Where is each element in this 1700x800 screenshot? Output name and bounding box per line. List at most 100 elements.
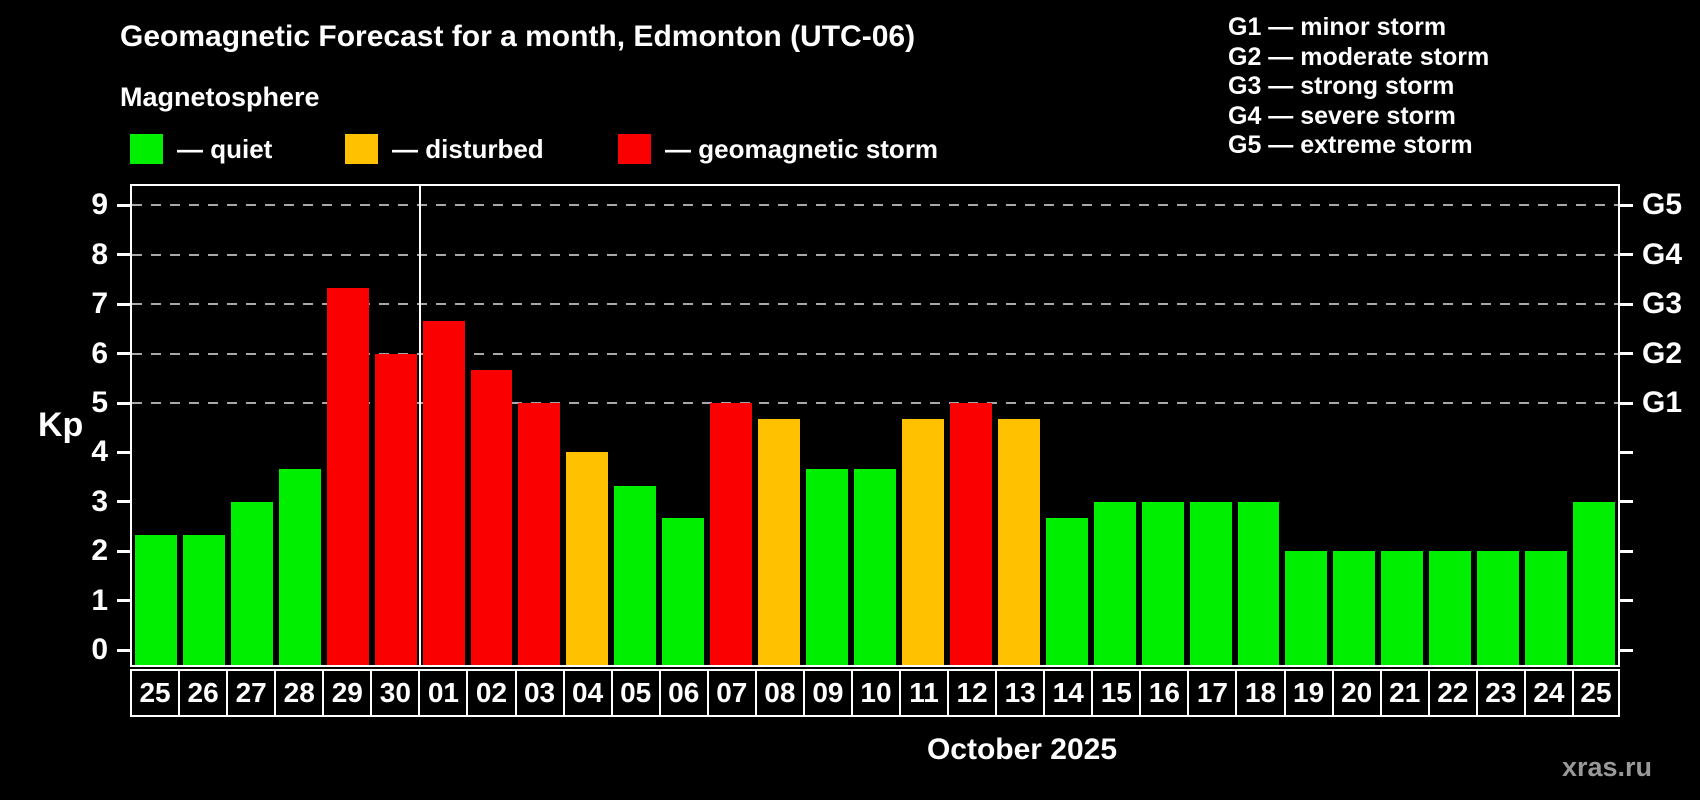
bar-4-day-29 [326,287,369,665]
y-tick-left-4 [117,450,130,454]
y-tick-right-6 [1620,352,1633,356]
bar-8-day-03 [518,403,561,665]
day-cell-7-02: 02 [466,669,517,717]
g-level-label-G4: G4 [1642,237,1683,271]
day-cell-11-06: 06 [658,669,709,717]
bar-16-day-11 [901,419,944,665]
bar-17-day-12 [949,403,992,665]
g-scale-legend-line: G3 — strong storm [1228,72,1455,100]
y-tick-label-3: 3 [91,484,108,518]
day-cell-18-13: 13 [995,669,1046,717]
bar-18-day-13 [997,419,1040,665]
bar-24-day-19 [1285,551,1328,665]
bar-30-day-25 [1573,501,1615,665]
y-tick-right-8 [1620,253,1633,257]
legend-label: — quiet [177,133,273,164]
plot-area [130,184,1620,667]
y-tick-right-2 [1620,549,1633,553]
y-tick-left-6 [117,352,130,356]
y-tick-label-0: 0 [91,633,108,666]
gridline-kp5 [132,402,1618,404]
y-tick-label-8: 8 [91,237,108,271]
bar-10-day-05 [614,485,657,665]
day-cell-3-28: 28 [274,669,325,717]
bar-20-day-15 [1093,501,1136,665]
y-tick-right-3 [1620,500,1633,504]
day-cell-15-10: 10 [850,669,902,717]
x-axis-title: October 2025 [926,733,1118,766]
g-level-label-G3: G3 [1642,287,1683,321]
bar-1-day-26 [182,534,225,665]
bar-6-day-01 [422,320,465,665]
y-tick-label-5: 5 [91,386,108,419]
gridline-kp8 [132,253,1618,256]
bar-3-day-28 [278,468,321,665]
y-tick-label-9: 9 [91,188,108,222]
bar-11-day-06 [662,518,705,665]
day-cell-10-05: 05 [610,669,661,717]
day-cell-30-25: 25 [1571,669,1620,717]
day-cell-1-26: 26 [178,669,229,717]
y-tick-left-7 [117,302,130,306]
bar-21-day-16 [1141,501,1184,665]
disturbed-color-swatch [345,134,378,164]
legend-item-storm: — geomagnetic storm [618,133,938,165]
g-level-label-G2: G2 [1642,336,1683,370]
day-cell-0-25: 25 [130,669,181,717]
gridline-kp7 [132,303,1618,306]
day-cell-23-18: 18 [1235,669,1286,717]
bar-25-day-20 [1333,551,1376,665]
watermark: xras.ru [1561,752,1652,782]
bar-19-day-14 [1045,518,1088,665]
y-tick-label-4: 4 [91,435,108,469]
bar-13-day-08 [758,419,801,665]
legend-item-disturbed: — disturbed [345,133,544,165]
y-tick-right-0 [1620,648,1633,652]
day-cell-27-22: 22 [1427,669,1478,717]
y-tick-left-8 [117,253,130,257]
g-level-label-G1: G1 [1642,386,1683,419]
day-cell-21-16: 16 [1139,669,1190,717]
y-tick-left-0 [117,648,130,652]
bar-22-day-17 [1189,501,1232,665]
y-tick-label-6: 6 [91,336,108,370]
g-scale-legend-line: G4 — severe storm [1228,101,1456,130]
chart-subtitle: Magnetosphere [120,82,320,112]
bar-26-day-21 [1381,551,1424,665]
bar-12-day-07 [710,403,753,665]
day-cell-24-19: 19 [1283,669,1334,717]
day-cell-2-27: 27 [226,669,277,717]
bar-27-day-22 [1429,551,1472,665]
g-scale-legend-line: G5 — extreme storm [1228,131,1473,159]
day-cell-5-30: 30 [370,669,421,717]
y-tick-left-9 [117,203,130,207]
bar-9-day-04 [566,452,609,665]
day-cell-13-08: 08 [754,669,805,717]
y-tick-label-2: 2 [91,534,108,568]
day-cell-16-11: 11 [899,669,950,717]
day-cell-8-03: 03 [514,669,565,717]
y-tick-left-1 [117,599,130,603]
bar-15-day-10 [854,468,896,665]
storm-color-swatch [618,134,651,164]
y-tick-left-5 [117,401,130,405]
y-tick-left-2 [117,549,130,553]
gridline-kp6 [132,352,1618,355]
legend-label: — geomagnetic storm [665,133,939,164]
y-tick-right-4 [1620,450,1633,454]
bar-2-day-27 [230,501,273,665]
y-tick-left-3 [117,500,130,504]
y-tick-right-1 [1620,599,1633,603]
day-cell-25-20: 20 [1331,669,1382,717]
y-tick-right-5 [1620,401,1633,405]
day-cell-17-12: 12 [947,669,998,717]
x-axis-day-labels: 25 26 27 28 29 30 01 02 03 04 05 06 07 08 09 10 11 12 13 14… [130,669,1620,717]
legend-label: — disturbed [392,133,544,164]
bar-23-day-18 [1237,501,1280,665]
legend-item-quiet: — quiet [130,133,272,165]
g-scale-legend-line: G2 — moderate storm [1228,42,1490,71]
y-tick-right-9 [1620,203,1633,207]
y-tick-label-7: 7 [91,287,108,321]
day-cell-22-17: 17 [1187,669,1238,717]
